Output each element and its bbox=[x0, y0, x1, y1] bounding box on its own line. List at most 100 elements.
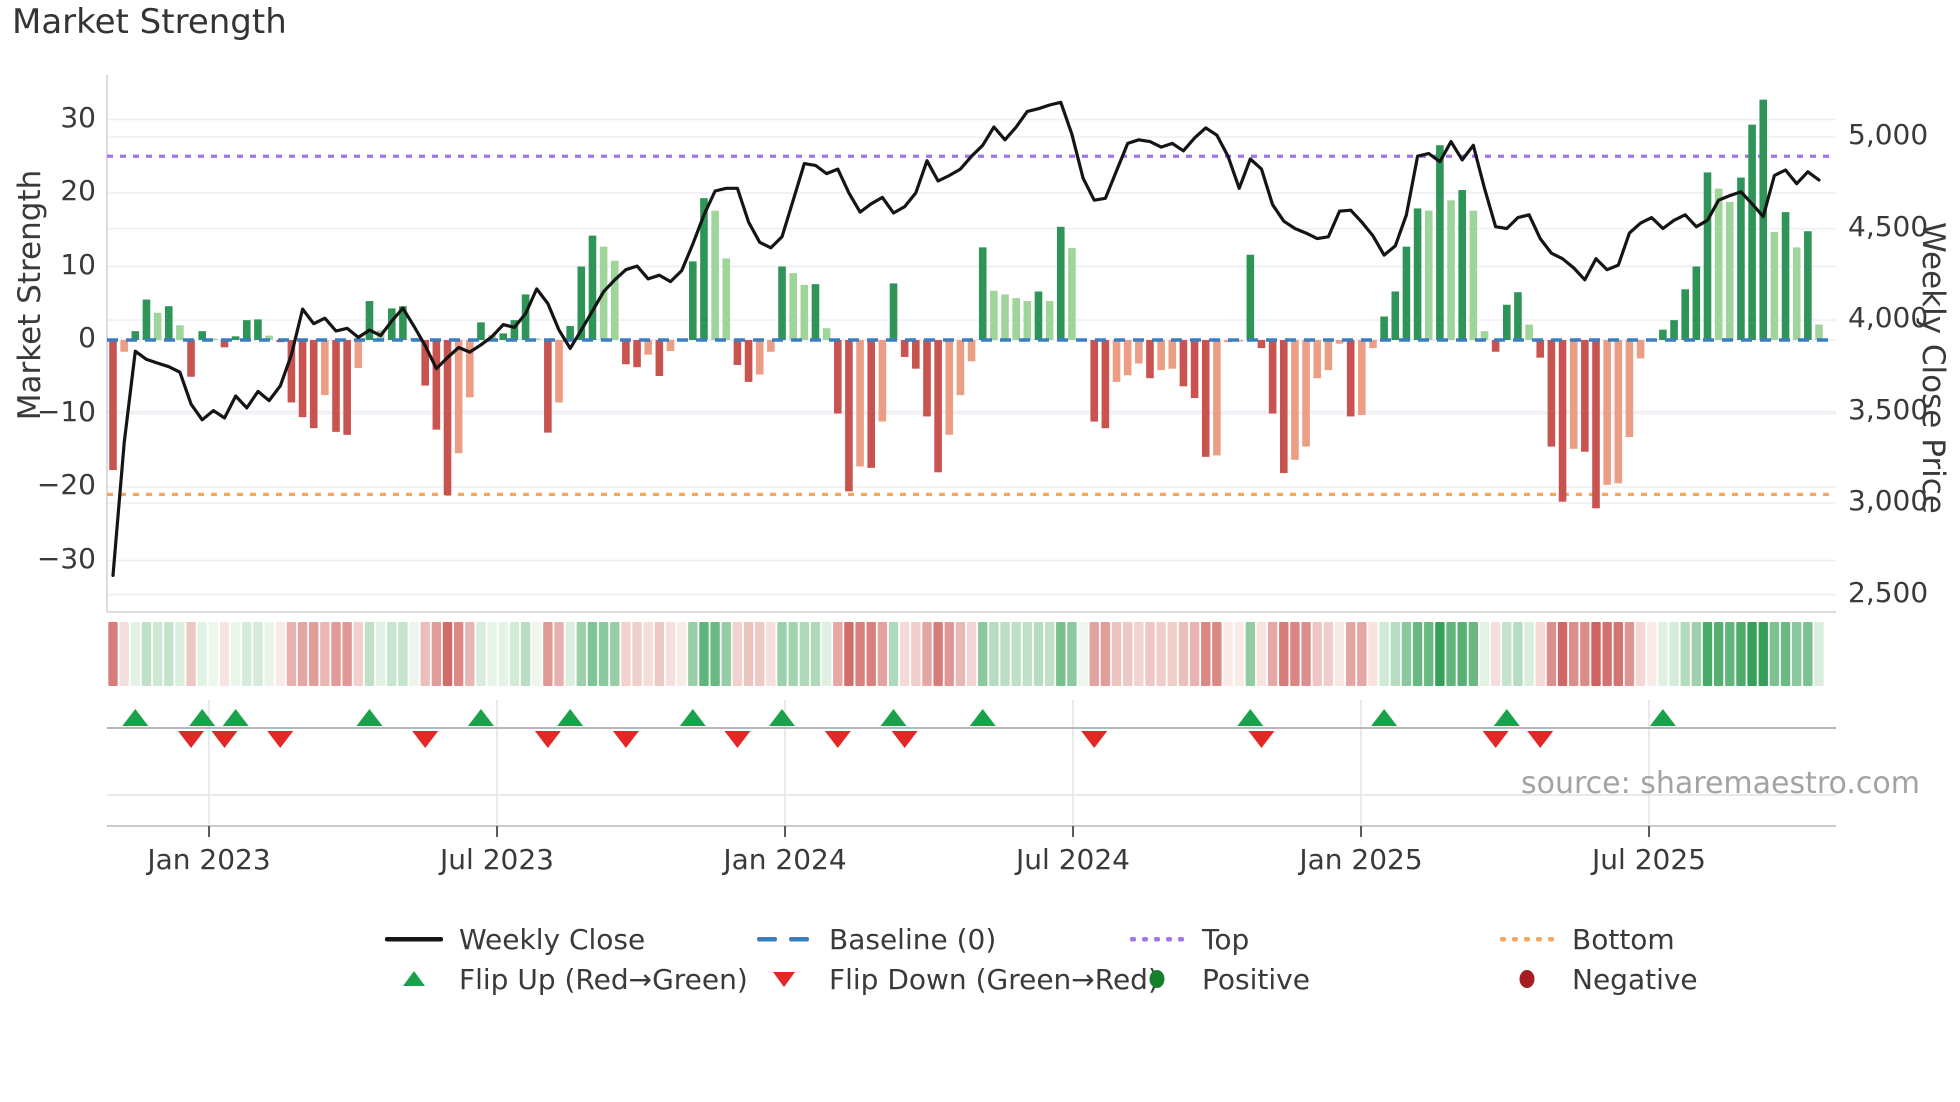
strength-bar bbox=[1045, 301, 1054, 340]
left-axis-tick: −30 bbox=[36, 541, 96, 575]
heatmap-cell bbox=[331, 622, 341, 686]
strength-bar bbox=[109, 340, 117, 471]
strength-bar bbox=[1458, 190, 1466, 340]
heatmap-cell bbox=[710, 622, 720, 686]
right-axis-tick: 2,500 bbox=[1848, 575, 1929, 609]
strength-bar bbox=[811, 284, 820, 340]
strength-bar bbox=[499, 333, 508, 340]
heatmap-cell bbox=[1056, 622, 1066, 686]
strength-bar bbox=[1291, 340, 1299, 460]
strength-bar bbox=[900, 340, 909, 357]
flip-down-marker bbox=[1482, 731, 1509, 748]
heatmap-cell bbox=[1267, 622, 1278, 686]
strength-bar bbox=[477, 322, 485, 340]
left-axis-tick: 10 bbox=[60, 247, 96, 281]
heatmap-cell bbox=[888, 622, 899, 686]
heatmap-cell bbox=[1223, 622, 1233, 686]
strength-bar bbox=[1581, 340, 1589, 452]
strength-bar bbox=[532, 338, 541, 340]
strength-bar bbox=[1012, 298, 1020, 340]
heatmap-cell bbox=[632, 622, 642, 686]
weekly-close-line bbox=[111, 100, 1821, 578]
strength-bar bbox=[1514, 292, 1522, 340]
heatmap-cell bbox=[1568, 622, 1579, 686]
heatmap-cell bbox=[944, 622, 954, 686]
flip-up-marker bbox=[467, 709, 494, 726]
strength-bar bbox=[198, 331, 207, 340]
heatmap-cell bbox=[342, 622, 352, 686]
strength-bar bbox=[1469, 210, 1478, 340]
heatmap-cell bbox=[1725, 622, 1735, 686]
heatmap-cell bbox=[309, 622, 319, 686]
flip-up-marker bbox=[557, 709, 584, 726]
strength-bar bbox=[689, 261, 697, 340]
strength-bar bbox=[1815, 324, 1823, 340]
flip-down-marker bbox=[724, 731, 751, 748]
heatmap-cell bbox=[453, 622, 464, 686]
heatmap-cell bbox=[966, 622, 977, 686]
strength-bar bbox=[1235, 340, 1243, 342]
heatmap-cell bbox=[1758, 622, 1768, 686]
flip-up-marker bbox=[189, 709, 216, 726]
heatmap-cell bbox=[1702, 622, 1713, 686]
heatmap-cell bbox=[699, 622, 709, 686]
x-axis-tick: Jan 2024 bbox=[723, 843, 847, 876]
heatmap-cell bbox=[1602, 622, 1612, 686]
strength-bar bbox=[722, 258, 731, 340]
heatmap-cell bbox=[1212, 622, 1222, 686]
strength-bar bbox=[800, 284, 809, 340]
page-title: Market Strength bbox=[12, 2, 287, 42]
dots-orange-swatch bbox=[1498, 929, 1556, 949]
strength-bar bbox=[1424, 210, 1433, 340]
heatmap-cell bbox=[442, 622, 453, 686]
flip-up-marker bbox=[222, 709, 249, 726]
strength-bar bbox=[555, 340, 563, 403]
heatmap-cell bbox=[1591, 622, 1601, 686]
strength-bar bbox=[644, 340, 653, 355]
heatmap-cell bbox=[732, 622, 743, 686]
heatmap-cell bbox=[1167, 622, 1177, 686]
heatmap-cell bbox=[1279, 622, 1289, 686]
heatmap-cell bbox=[509, 622, 520, 686]
strength-bar bbox=[1135, 340, 1143, 364]
heatmap-cell bbox=[1747, 622, 1757, 686]
strength-bar bbox=[833, 340, 842, 414]
heatmap-cell bbox=[520, 622, 531, 686]
heatmap-cell bbox=[1736, 622, 1746, 686]
strength-bar bbox=[1358, 340, 1366, 415]
strength-bar bbox=[856, 340, 864, 467]
dashes-blue-swatch bbox=[755, 929, 813, 949]
strength-bar bbox=[1034, 291, 1043, 340]
dot-green-swatch bbox=[1128, 969, 1186, 989]
heatmap-cell bbox=[353, 622, 364, 686]
flip-down-marker bbox=[267, 731, 294, 748]
heatmap-cell bbox=[922, 622, 932, 686]
heatmap-cell bbox=[1100, 622, 1111, 686]
heatmap-cell bbox=[1647, 622, 1657, 686]
flip-down-marker bbox=[1527, 731, 1554, 748]
heatmap-cell bbox=[1011, 622, 1021, 686]
heatmap-cell bbox=[1468, 622, 1479, 686]
heatmap-cell bbox=[587, 622, 598, 686]
triangle-down-swatch bbox=[755, 969, 813, 989]
heatmap-cell bbox=[1680, 622, 1690, 686]
heatmap-cell bbox=[755, 622, 765, 686]
heatmap-cell bbox=[844, 622, 854, 686]
strength-bar bbox=[878, 340, 887, 422]
heatmap-cell bbox=[1457, 622, 1467, 686]
heatmap-cell bbox=[1557, 622, 1568, 686]
strength-bar bbox=[1670, 320, 1678, 340]
strength-bar bbox=[1536, 340, 1545, 358]
heatmap-cell bbox=[1201, 622, 1211, 686]
heatmap-cell bbox=[766, 622, 776, 686]
strength-bar bbox=[220, 340, 229, 348]
right-axis-tick: 4,500 bbox=[1848, 209, 1929, 243]
strength-bar bbox=[1402, 246, 1411, 340]
strength-bar bbox=[1703, 172, 1712, 340]
heatmap-cell bbox=[1245, 622, 1256, 686]
heatmap-cell bbox=[119, 622, 129, 686]
strength-bar bbox=[700, 198, 708, 340]
strength-bar bbox=[1659, 329, 1667, 340]
